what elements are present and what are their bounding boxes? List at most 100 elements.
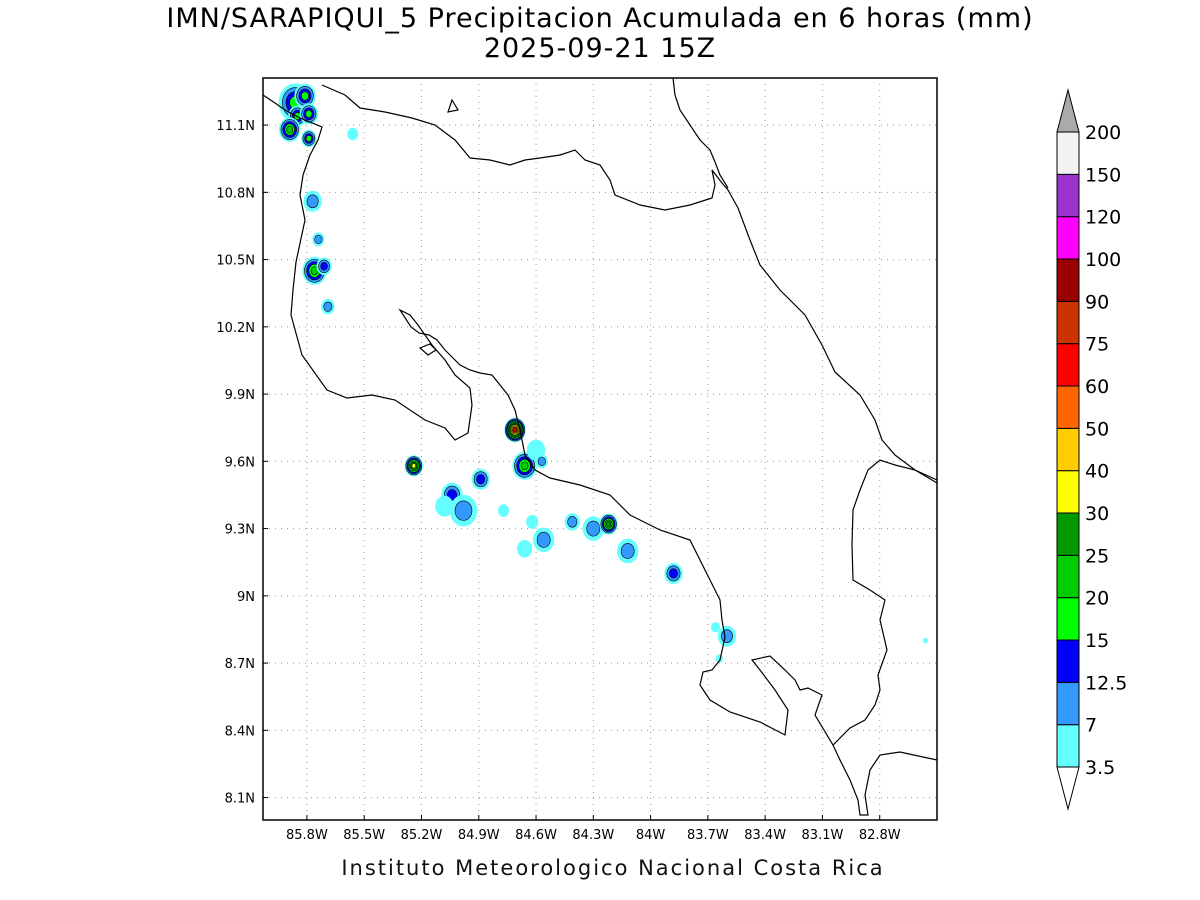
precip-cell	[294, 83, 316, 109]
lon-tick-label: 83.4W	[744, 828, 786, 843]
precip-level-2	[314, 234, 323, 245]
precip-cell	[404, 455, 424, 477]
precip-level-2	[721, 629, 733, 643]
colorbar-label: 60	[1085, 376, 1109, 398]
lon-tick-label: 84.3W	[572, 828, 614, 843]
precip-cell	[316, 257, 332, 276]
precip-level-3	[320, 262, 328, 271]
colorbar-box	[1056, 512, 1080, 556]
lat-tick-label: 8.7N	[225, 657, 255, 672]
colorbar-box	[1056, 173, 1080, 218]
precip-level-10	[513, 427, 517, 433]
precip-level-2	[306, 194, 319, 209]
lat-tick-label: 10.8N	[216, 186, 255, 201]
island-1	[447, 98, 459, 113]
colorbar-box	[1056, 597, 1080, 641]
precip-cell	[279, 117, 301, 142]
island-2	[418, 343, 437, 356]
precip-cell	[564, 513, 580, 531]
map-title: IMN/SARAPIQUI_5 Precipitacion Acumulada …	[166, 3, 1034, 34]
precip-level-5	[520, 461, 529, 471]
precip-cell	[512, 451, 537, 480]
colorbar-box	[1056, 216, 1080, 260]
colorbar-box	[1056, 258, 1080, 302]
precip-level-1	[710, 621, 721, 633]
footer-credit: Instituto Meteorologico Nacional Costa R…	[341, 856, 885, 880]
lon-tick-label: 85.5W	[343, 828, 385, 843]
precip-cell	[498, 504, 510, 517]
precip-cell	[582, 516, 605, 541]
lat-tick-label: 9.6N	[225, 455, 255, 470]
coastlines-and-borders	[263, 78, 937, 816]
colorbar-box	[1056, 681, 1080, 726]
precip-cell	[532, 527, 555, 553]
colorbar-label: 40	[1085, 461, 1109, 483]
lat-tick-label: 9N	[237, 590, 255, 605]
precip-cell	[449, 494, 478, 527]
map-subtitle: 2025-09-21 15Z	[483, 33, 717, 64]
precip-level-1	[498, 504, 510, 517]
colorbar-label: 30	[1085, 503, 1109, 525]
lon-tick-label: 84.6W	[515, 828, 557, 843]
colorbar-label: 20	[1085, 588, 1109, 610]
precip-cell	[599, 513, 618, 535]
precip-level-4	[305, 109, 313, 118]
lon-tick-label: 83.7W	[687, 828, 729, 843]
colorbar-box	[1056, 300, 1080, 345]
precip-cell	[347, 127, 359, 141]
colorbar-upper-arrow	[1056, 88, 1080, 133]
colorbar-label: 150	[1085, 164, 1121, 186]
lat-tick-label: 11.1N	[216, 119, 255, 134]
grid-lines	[263, 78, 937, 820]
precip-level-1	[516, 539, 533, 558]
colorbar-label: 25	[1085, 545, 1109, 567]
precip-cell	[923, 637, 928, 644]
colorbar-legend: 3.5 7 12.5 15 20 25 30 40 50 60 75 90 100 120 150 200	[1056, 88, 1127, 811]
precip-level-2	[620, 543, 635, 559]
colorbar-box	[1056, 470, 1080, 514]
colorbar-label: 3.5	[1085, 757, 1115, 779]
colorbar-label: 50	[1085, 418, 1109, 440]
precip-level-7	[411, 463, 417, 469]
colorbar-box	[1056, 385, 1080, 429]
map-frame	[262, 77, 938, 821]
colorbar-label: 120	[1085, 207, 1121, 229]
precip-level-1	[347, 127, 359, 141]
colorbar-label: 15	[1085, 630, 1109, 652]
precip-level-2	[536, 531, 551, 548]
precip-level-2	[537, 456, 546, 466]
lon-tick-label: 85.2W	[401, 828, 443, 843]
lon-tick-label: 85.8W	[286, 828, 328, 843]
precip-cell	[664, 562, 683, 584]
colorbar-lower-arrow	[1056, 766, 1080, 811]
san-juan-river	[672, 78, 729, 189]
precip-level-1	[526, 514, 539, 529]
precip-level-5	[286, 125, 294, 134]
precip-cell	[516, 539, 533, 558]
precip-cell	[616, 538, 639, 564]
precip-level-4	[300, 91, 310, 101]
colorbar-label: 75	[1085, 334, 1109, 356]
precip-level-3	[669, 568, 678, 579]
lon-tick-label: 84.9W	[458, 828, 500, 843]
lat-tick-label: 10.2N	[216, 321, 255, 336]
lat-tick-label: 8.1N	[225, 792, 255, 807]
colorbar-label: 7	[1085, 715, 1097, 737]
colorbar-box	[1056, 554, 1080, 599]
precip-cell	[303, 190, 322, 212]
precip-level-2	[567, 516, 578, 528]
precip-cell	[435, 495, 454, 517]
precip-cell	[301, 129, 317, 148]
precip-cell	[526, 514, 539, 529]
lon-tick-label: 82.8W	[859, 828, 901, 843]
lat-tick-label: 8.4N	[225, 724, 255, 739]
precip-cell	[471, 468, 490, 490]
colorbar-label: 90	[1085, 291, 1109, 313]
colorbar-box	[1056, 343, 1080, 387]
precip-cell	[717, 625, 737, 647]
precip-level-2	[586, 520, 601, 537]
caribbean-coast	[321, 84, 937, 481]
precip-cell	[535, 454, 548, 469]
lon-tick-label: 84W	[636, 828, 666, 843]
precip-level-4	[305, 135, 312, 142]
